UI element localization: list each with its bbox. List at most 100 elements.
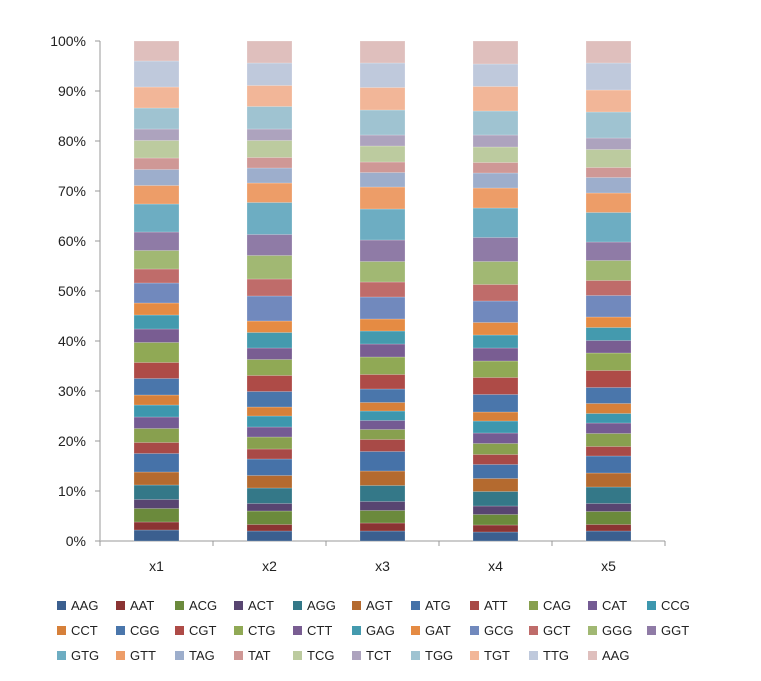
legend-item: GAG (352, 623, 395, 638)
bar-segment-x4-gtg (472, 207, 519, 238)
bar-segment-x1-acg (133, 508, 180, 523)
bar-segment-x2-gtg (246, 202, 293, 235)
legend-swatch (57, 651, 66, 660)
bar-segment-x1-tcg (133, 140, 180, 159)
bar-segment-x4-cgg (472, 394, 519, 413)
bar-segment-x3-acg (359, 510, 406, 524)
bar-segment-x5-tag (585, 177, 632, 194)
bar-segment-x1-aat (133, 521, 180, 531)
bar-segment-x3-ttg (359, 62, 406, 88)
legend-swatch (529, 651, 538, 660)
bar-segment-x4-act (472, 505, 519, 515)
legend-label: TCG (307, 648, 335, 663)
legend-swatch (588, 651, 597, 660)
bar-segment-x3-agg (359, 485, 406, 502)
bar-segment-x4-cgt (472, 377, 519, 395)
bar-segment-x5-cag (585, 433, 632, 447)
bar-segment-x5-ttg (585, 62, 632, 91)
bar-segment-x1-act (133, 499, 180, 509)
bar-segment-x5-ctg (585, 352, 632, 371)
bar-segment-x1-ttg (133, 60, 180, 88)
bar-segment-x1-gct (133, 268, 180, 284)
bar-segment-x1-cgg (133, 378, 180, 396)
bar-segment-x2-tcg (246, 140, 293, 158)
legend-label: ATT (484, 598, 508, 613)
bar-segment-x5-cat (585, 422, 632, 434)
legend-swatch (234, 651, 243, 660)
x-tick-label: x2 (262, 558, 277, 574)
bar-segment-x3-tct (359, 134, 406, 147)
bar-segment-x2-ggg (246, 255, 293, 280)
legend-label: ACG (189, 598, 218, 613)
bar-segment-x1-gcg (133, 282, 180, 304)
legend-swatch (116, 651, 125, 660)
legend-swatch (411, 651, 420, 660)
bar-segment-x2-acg (246, 510, 293, 525)
bar-segment-x2-agt (246, 475, 293, 489)
legend-label: CAT (602, 598, 628, 613)
bar-segment-x3-gct (359, 281, 406, 298)
bar-segment-x4-tag (472, 172, 519, 189)
bar-segment-x5-gtt (585, 192, 632, 213)
bar-segment-x2-att (246, 448, 293, 460)
legend-label: TGG (425, 648, 454, 663)
bar-segment-x2-gcg (246, 295, 293, 322)
bar-segment-x2-aag (246, 530, 293, 542)
bar-segment-x1-tat (133, 157, 180, 170)
legend-item: GGG (588, 623, 632, 638)
bar-segment-x3-att (359, 439, 406, 452)
legend-swatch (116, 601, 125, 610)
legend-item: CCT (57, 623, 98, 638)
bar-segment-x5-acg (585, 511, 632, 525)
bar-segment-x4-cag (472, 443, 519, 455)
bar-segment-x5-aat (585, 524, 632, 532)
x-tick-label: x4 (488, 558, 503, 574)
bar-segment-x5-aag (585, 40, 632, 64)
chart: 0% 10% 20% 30% 40% 50% 60% 70% 80% 90% 100% x1 x2 x3 x… (50, 33, 666, 574)
legend-label: CGT (189, 623, 217, 638)
legend-swatch (352, 601, 361, 610)
bar-segment-x3-aat (359, 522, 406, 532)
bar-segment-x3-tag (359, 172, 406, 188)
bar-segment-x1-cct (133, 394, 180, 406)
bar-segment-x4-tgt (472, 86, 519, 112)
legend-swatch (529, 601, 538, 610)
legend-swatch (293, 626, 302, 635)
y-tick-label: 30% (58, 383, 86, 399)
legend-item: ACG (175, 598, 217, 613)
legend-item: CTG (234, 623, 275, 638)
legend-label: AAG (71, 598, 99, 613)
bar-segment-x2-aat (246, 524, 293, 532)
legend-item: CAT (588, 598, 627, 613)
y-tick-label: 0% (66, 533, 86, 549)
legend-swatch (293, 601, 302, 610)
bar-segment-x1-tgg (133, 107, 180, 130)
legend-swatch (411, 626, 420, 635)
legend-label: CTG (248, 623, 276, 638)
bar-segment-x1-aag (133, 529, 180, 542)
legend-swatch (175, 601, 184, 610)
bar-segment-x4-ttg (472, 63, 519, 87)
bar-segment-x5-atg (585, 455, 632, 474)
legend-swatch (529, 626, 538, 635)
legend-item: CCG (647, 598, 690, 613)
bar-segment-x5-agt (585, 472, 632, 488)
legend-item: TAG (175, 648, 215, 663)
bar-segment-x4-tat (472, 162, 519, 174)
bar-segment-x4-gtt (472, 187, 519, 209)
legend-swatch (588, 601, 597, 610)
bar-segment-x3-cct (359, 402, 406, 412)
legend-item: TGG (411, 648, 453, 663)
bar-segment-x1-cat (133, 416, 180, 429)
bar-segment-x2-gag (246, 332, 293, 349)
legend-label: GTG (71, 648, 100, 663)
legend-item: CTT (293, 623, 332, 638)
bar-segment-x1-ggt (133, 231, 180, 251)
bar-segment-x4-ggg (472, 261, 519, 285)
bar-segment-x2-atg (246, 458, 293, 476)
x-tick-label: x3 (375, 558, 390, 574)
bar-segment-x5-gct (585, 280, 632, 296)
bar-segment-x3-act (359, 501, 406, 511)
x-tick-label: x1 (149, 558, 164, 574)
bar-segment-x5-ctt (585, 340, 632, 354)
